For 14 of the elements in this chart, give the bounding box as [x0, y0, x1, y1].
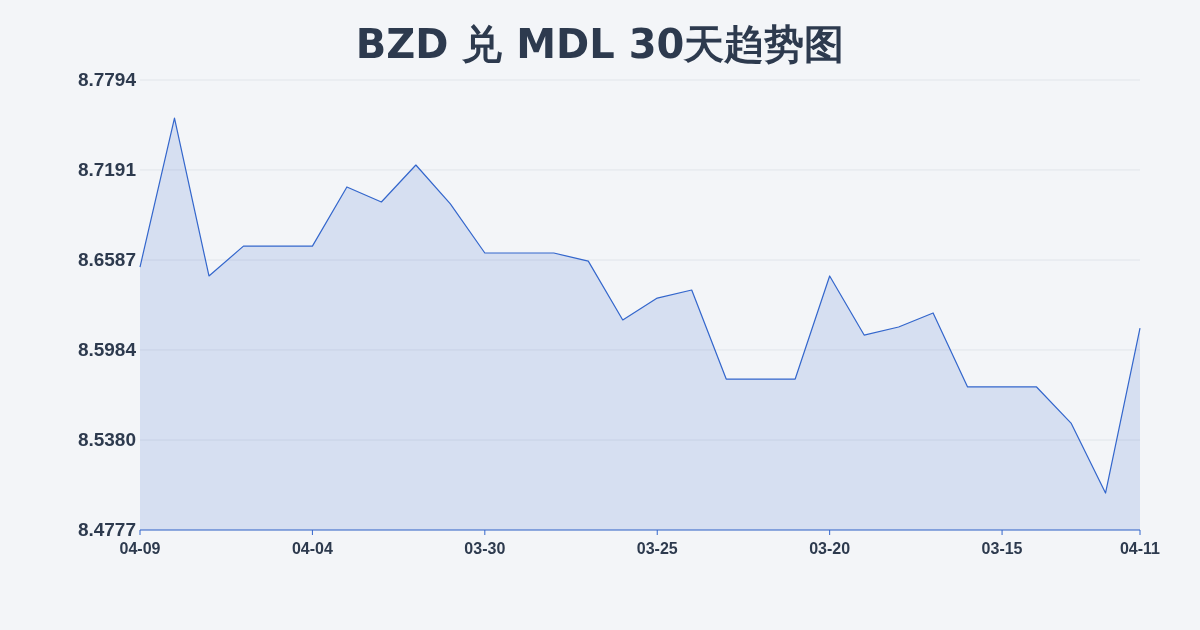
x-tick-label: 03-15 — [981, 540, 1023, 557]
y-tick-label: 8.5380 — [77, 429, 136, 451]
x-tick-label: 04-11 — [1119, 540, 1161, 557]
y-tick-label: 8.7794 — [77, 69, 137, 90]
y-tick-label: 8.7191 — [77, 158, 137, 180]
x-tick-label: 04-09 — [119, 540, 161, 557]
y-tick-label: 8.6587 — [77, 249, 136, 271]
x-tick-label: 03-20 — [809, 540, 851, 557]
x-tick-label: 04-04 — [291, 540, 333, 557]
y-tick-label: 8.4777 — [77, 519, 136, 540]
x-tick-label: 03-30 — [464, 540, 506, 557]
y-tick-label: 8.5984 — [77, 338, 137, 360]
x-tick-label: 03-25 — [636, 540, 678, 557]
chart-title: BZD 兑 MDL 30天趋势图 — [355, 21, 845, 67]
